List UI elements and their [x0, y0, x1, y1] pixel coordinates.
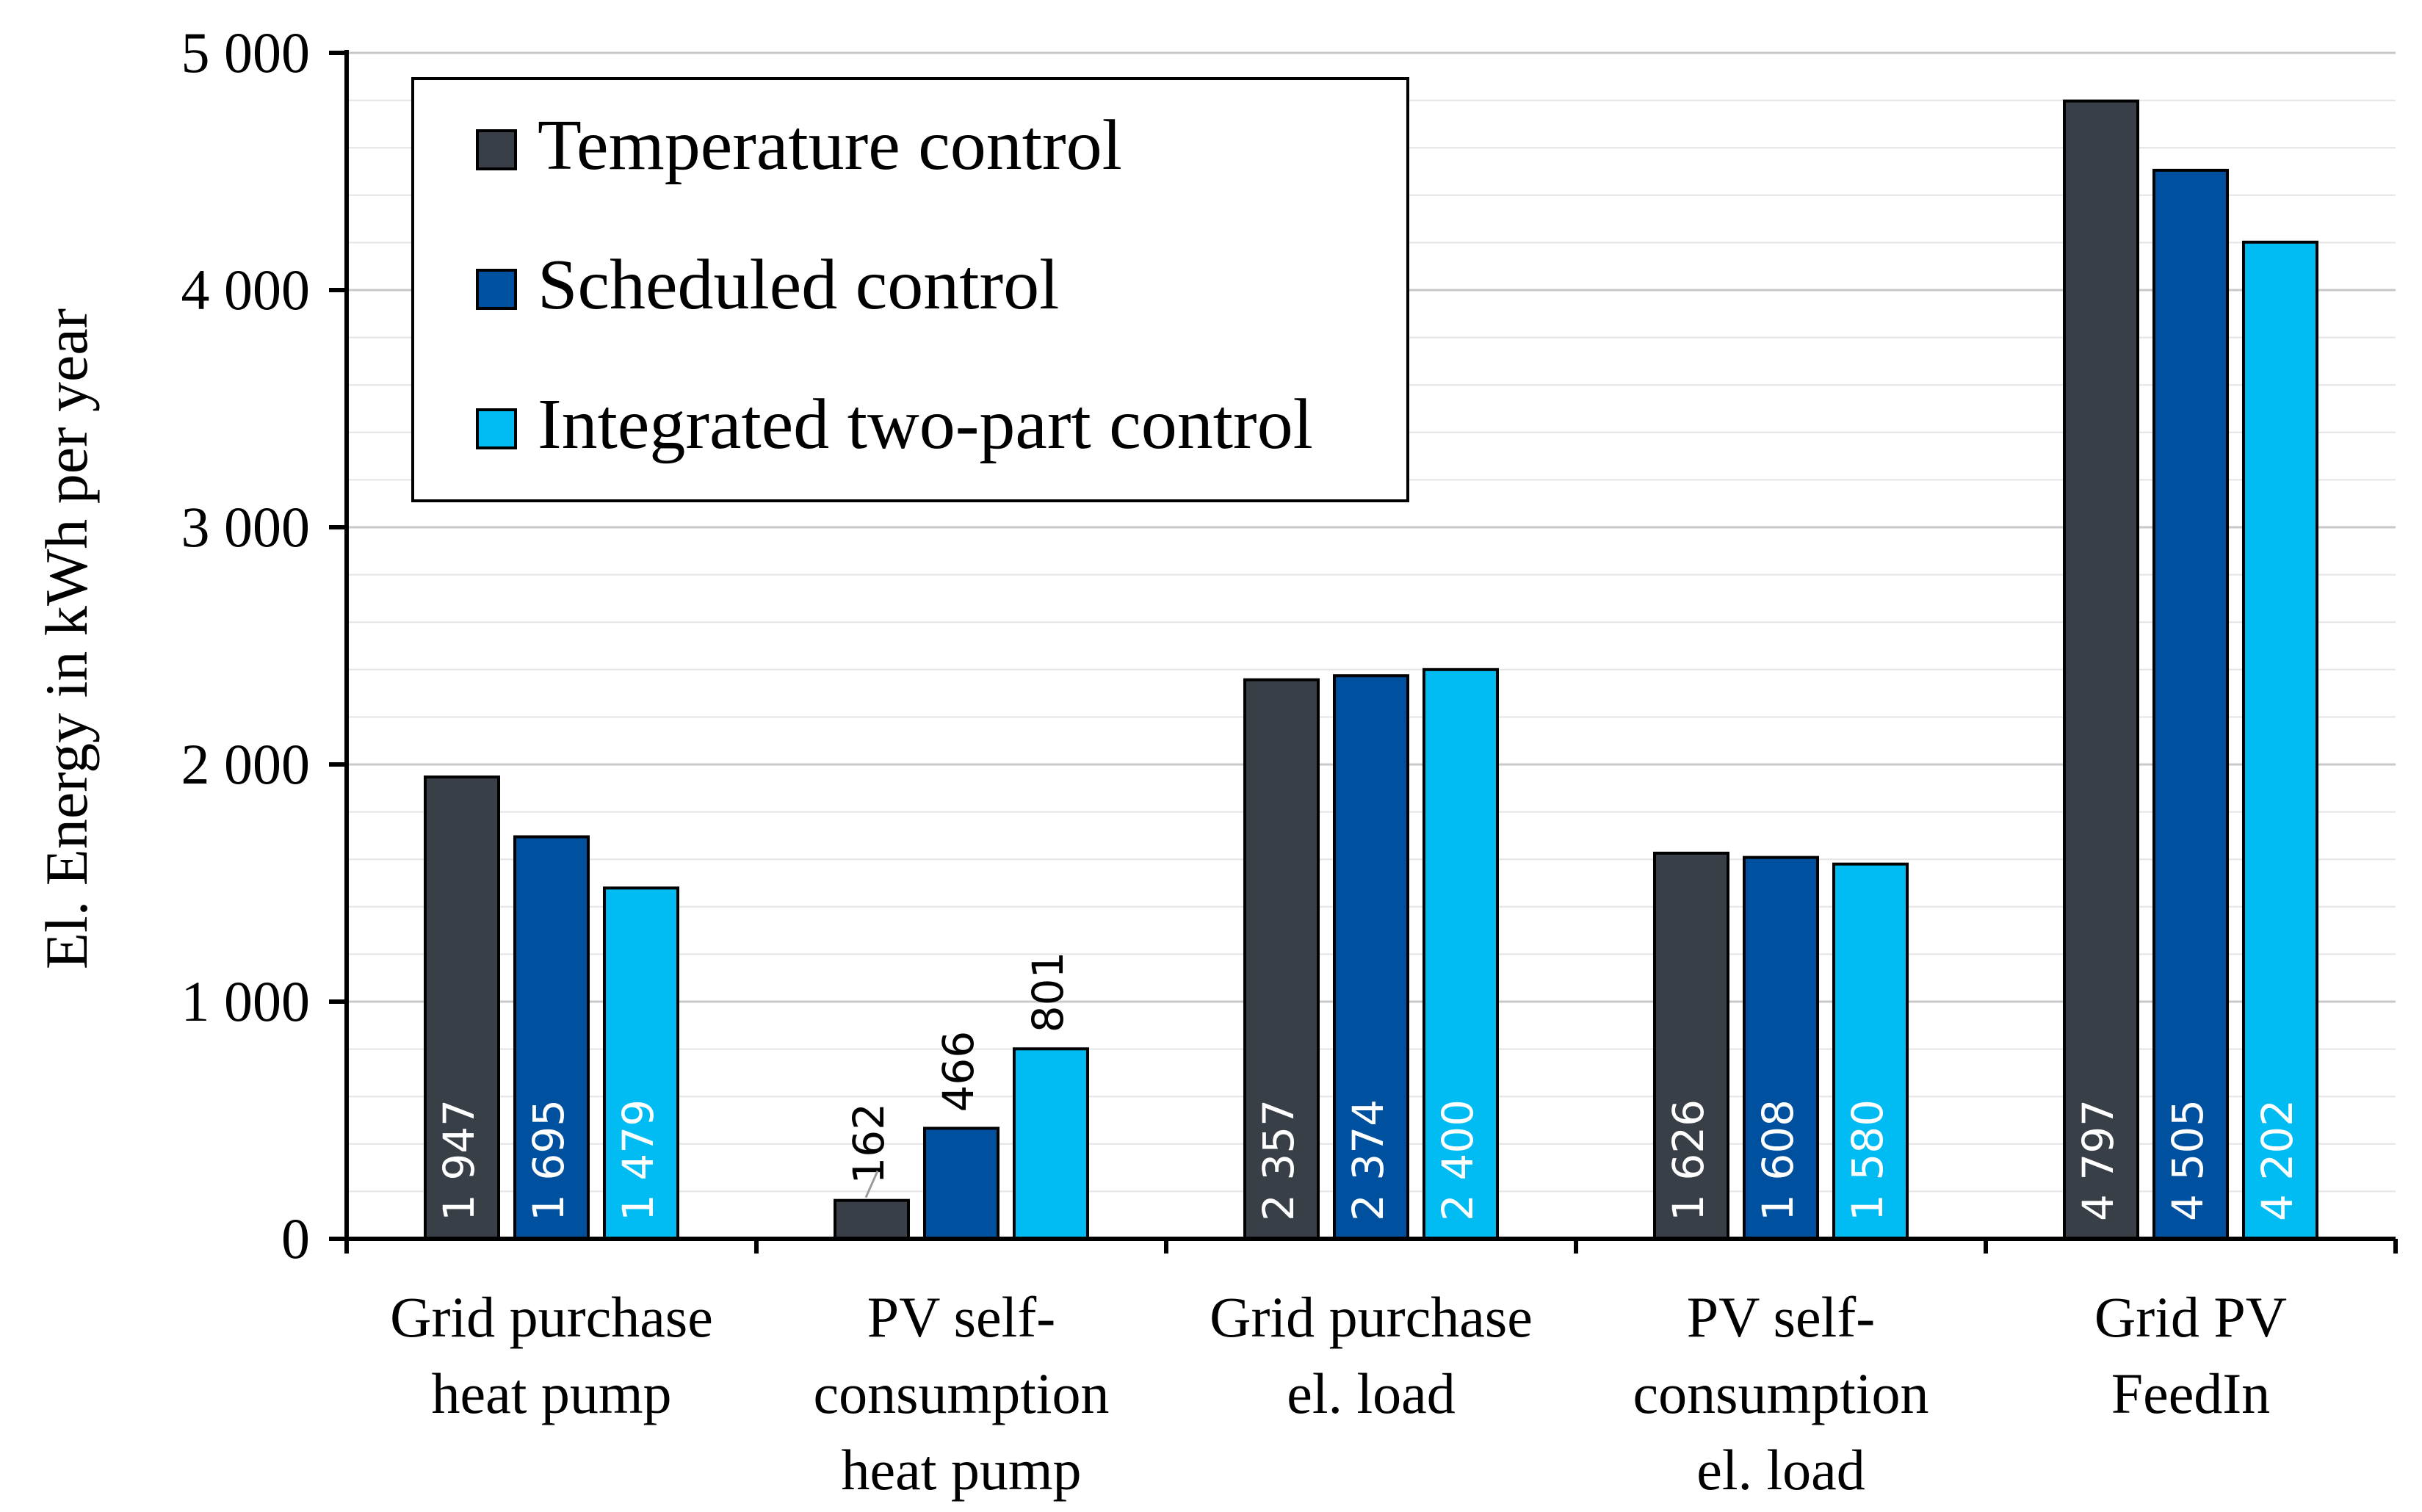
data-label: 801	[1023, 952, 1073, 1033]
bar	[834, 1198, 910, 1240]
x-tick-label: consumption	[1633, 1361, 1929, 1425]
y-axis-title: El. Energy in kWh per year	[33, 308, 100, 969]
data-label: 4 202	[2252, 1099, 2302, 1221]
legend-box	[411, 77, 1409, 502]
data-label: 4 797	[2073, 1099, 2123, 1221]
bar	[424, 775, 500, 1240]
legend-label: Scheduled control	[538, 245, 1059, 325]
bar	[1832, 862, 1909, 1241]
data-label: 2 400	[1433, 1099, 1483, 1221]
data-label: 4 505	[2163, 1099, 2213, 1221]
y-tick-label: 1 000	[181, 969, 311, 1033]
leader-line	[864, 1171, 879, 1198]
x-tick-label: PV self-	[1687, 1285, 1875, 1349]
x-tick-label: Grid purchase	[1210, 1285, 1533, 1349]
bar	[2152, 168, 2229, 1240]
x-tick-label: Grid PV	[2094, 1285, 2287, 1349]
data-label: 162	[844, 1103, 894, 1184]
bar	[1333, 674, 1409, 1240]
y-tick-label: 0	[281, 1207, 310, 1270]
data-label: 1 626	[1663, 1099, 1713, 1221]
bars	[424, 99, 2318, 1241]
data-label: 466	[933, 1031, 983, 1113]
data-labels: 1 947 162 2 357 1 626 4 797 1 695 466 2 374 1 60…	[434, 952, 2302, 1221]
y-tick-label: 5 000	[181, 21, 311, 84]
data-label: 2 357	[1254, 1099, 1304, 1221]
y-tick-label: 2 000	[181, 732, 311, 796]
data-label: 1 947	[434, 1099, 484, 1221]
y-tick-label: 3 000	[181, 495, 311, 559]
y-tick-label: 4 000	[181, 258, 311, 322]
x-tick-label: heat pump	[431, 1361, 671, 1425]
x-tick-label: FeedIn	[2111, 1361, 2271, 1425]
x-tick-label: heat pump	[841, 1438, 1081, 1502]
x-tick-label: consumption	[814, 1361, 1110, 1425]
x-tick-label: Grid purchase	[390, 1285, 713, 1349]
bar	[2242, 240, 2318, 1240]
legend-swatch	[476, 129, 517, 170]
bar	[513, 835, 590, 1240]
tick-labels: 0 1 000 2 000 3 000 4 000 5 000 Grid purchase h…	[181, 21, 2288, 1502]
legend-swatch	[476, 269, 517, 310]
data-label: 1 608	[1753, 1099, 1803, 1221]
bar	[1743, 856, 1819, 1240]
data-label: 1 479	[613, 1099, 663, 1221]
legend-label: Temperature control	[538, 106, 1122, 185]
bar	[603, 886, 679, 1240]
x-tick-label: PV self-	[867, 1285, 1055, 1349]
bar	[923, 1126, 999, 1241]
data-label: 1 695	[524, 1099, 574, 1221]
legend: Temperature control Scheduled control Inte…	[411, 77, 1409, 502]
bar	[2063, 99, 2139, 1241]
bar	[1013, 1047, 1089, 1240]
data-label: 2 374	[1343, 1099, 1393, 1221]
x-tick-label: el. load	[1696, 1438, 1865, 1502]
axes	[329, 50, 2398, 1254]
data-label: 1 580	[1843, 1099, 1893, 1221]
x-tick-label: el. load	[1287, 1361, 1456, 1425]
legend-label: Integrated two-part control	[538, 385, 1313, 464]
legend-swatch	[476, 408, 517, 449]
